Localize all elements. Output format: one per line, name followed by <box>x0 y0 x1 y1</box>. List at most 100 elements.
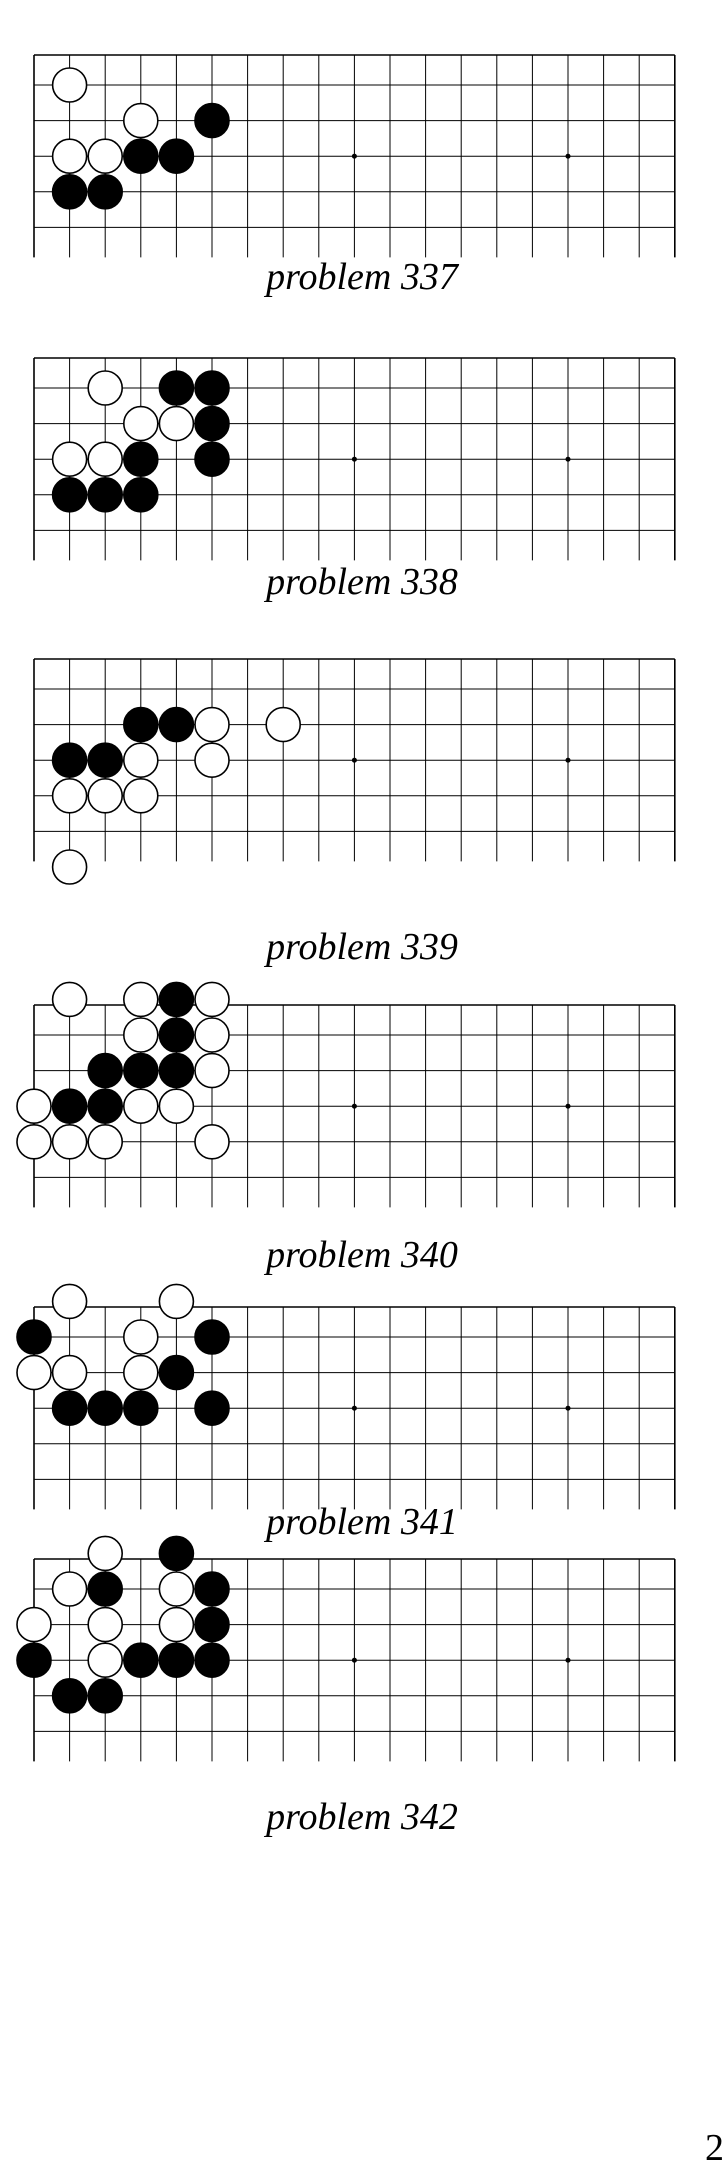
white-stone <box>51 777 88 814</box>
white-stone <box>51 67 88 103</box>
black-stone <box>194 1319 230 1355</box>
black-stone <box>87 1571 123 1607</box>
white-stone <box>123 405 159 442</box>
problem-caption: problem 337 <box>266 256 458 298</box>
black-stone <box>51 174 88 210</box>
white-stone <box>16 1606 52 1643</box>
black-stone <box>87 1052 123 1089</box>
white-stone <box>16 1354 52 1391</box>
white-stone <box>123 1319 159 1355</box>
black-stone <box>123 1052 159 1089</box>
white-stone <box>158 405 195 442</box>
black-stone <box>158 1052 195 1089</box>
black-stone <box>158 706 195 743</box>
white-stone <box>16 1124 52 1160</box>
black-stone <box>123 441 159 478</box>
white-stone <box>16 1088 52 1124</box>
black-stone <box>194 441 230 478</box>
black-stone <box>51 1678 88 1714</box>
white-stone <box>194 1052 230 1089</box>
problem-caption: problem 339 <box>266 926 458 968</box>
black-stone <box>16 1319 52 1355</box>
black-stone <box>51 742 88 779</box>
white-stone <box>194 1017 230 1053</box>
white-stone <box>158 1606 195 1643</box>
white-stone <box>194 742 230 779</box>
white-stone <box>51 441 88 478</box>
black-stone <box>87 1390 123 1426</box>
black-stone <box>158 1354 195 1391</box>
white-stone <box>158 1283 195 1320</box>
white-stone <box>87 370 123 406</box>
white-stone <box>123 742 159 779</box>
white-stone <box>87 1124 123 1160</box>
black-stone <box>87 476 123 513</box>
black-stone <box>194 102 230 139</box>
star-point <box>565 153 571 159</box>
star-point <box>351 153 357 159</box>
white-stone <box>51 138 88 174</box>
problem-caption: problem 341 <box>266 1501 458 1543</box>
white-stone <box>87 777 123 814</box>
black-stone <box>51 1390 88 1426</box>
star-point <box>351 1405 357 1411</box>
white-stone <box>158 1088 195 1124</box>
star-point <box>565 757 571 763</box>
black-stone <box>87 742 123 779</box>
black-stone <box>87 1088 123 1124</box>
star-point <box>565 456 571 462</box>
page-number: 2 <box>705 2127 724 2169</box>
black-stone <box>158 1642 195 1678</box>
star-point <box>351 1657 357 1663</box>
black-stone <box>51 476 88 513</box>
white-stone <box>51 849 88 885</box>
star-point <box>565 1657 571 1663</box>
white-stone <box>51 1124 88 1160</box>
black-stone <box>123 138 159 174</box>
black-stone <box>158 981 195 1018</box>
black-stone <box>16 1642 52 1678</box>
star-point <box>351 1103 357 1109</box>
black-stone <box>194 1390 230 1426</box>
white-stone <box>123 981 159 1018</box>
star-point <box>565 1103 571 1109</box>
black-stone <box>194 1571 230 1607</box>
white-stone <box>51 1354 88 1391</box>
black-stone <box>123 1390 159 1426</box>
white-stone <box>87 138 123 174</box>
problem-caption: problem 342 <box>266 1796 458 1838</box>
black-stone <box>194 405 230 442</box>
white-stone <box>51 1283 88 1320</box>
white-stone <box>265 706 302 743</box>
black-stone <box>194 1606 230 1643</box>
white-stone <box>194 981 230 1018</box>
star-point <box>351 757 357 763</box>
black-stone <box>123 476 159 513</box>
black-stone <box>158 1017 195 1053</box>
black-stone <box>194 370 230 406</box>
black-stone <box>87 1678 123 1714</box>
white-stone <box>123 1088 159 1124</box>
white-stone <box>87 1642 123 1678</box>
white-stone <box>123 1017 159 1053</box>
white-stone <box>123 1354 159 1391</box>
white-stone <box>158 1571 195 1607</box>
star-point <box>351 456 357 462</box>
white-stone <box>194 706 230 743</box>
white-stone <box>51 1571 88 1607</box>
white-stone <box>51 981 88 1018</box>
black-stone <box>123 1642 159 1678</box>
problem-caption: problem 340 <box>266 1234 458 1276</box>
star-point <box>565 1405 571 1411</box>
black-stone <box>51 1088 88 1124</box>
white-stone <box>123 777 159 814</box>
black-stone <box>123 706 159 743</box>
black-stone <box>158 138 195 174</box>
white-stone <box>194 1124 230 1160</box>
